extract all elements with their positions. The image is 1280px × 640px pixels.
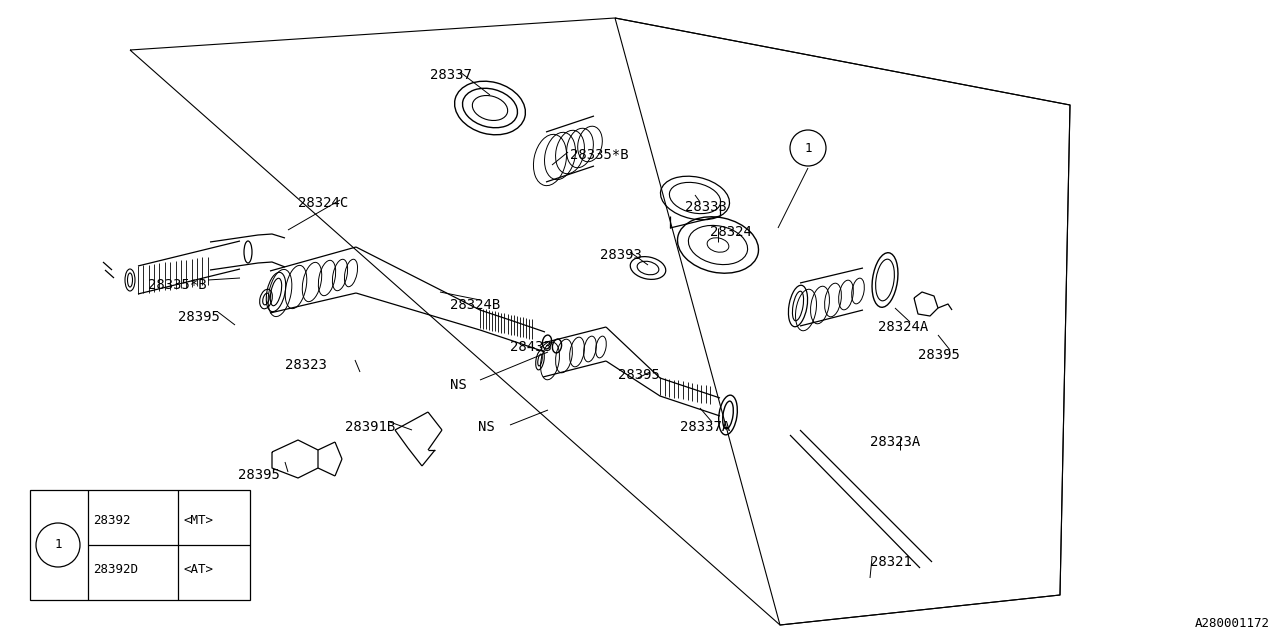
Text: 28392: 28392 <box>93 515 131 527</box>
Text: 28323: 28323 <box>285 358 326 372</box>
Text: 28333: 28333 <box>685 200 727 214</box>
Text: 28395: 28395 <box>238 468 280 482</box>
Text: 28321: 28321 <box>870 555 911 569</box>
Text: A280001172: A280001172 <box>1196 617 1270 630</box>
Text: 28337: 28337 <box>430 68 472 82</box>
Text: NS: NS <box>477 420 495 434</box>
Text: 28335*B: 28335*B <box>148 278 206 292</box>
Text: 28395: 28395 <box>178 310 220 324</box>
Text: 28433: 28433 <box>509 340 552 354</box>
Text: NS: NS <box>451 378 467 392</box>
Text: 28324A: 28324A <box>878 320 928 334</box>
Text: 28391B: 28391B <box>346 420 396 434</box>
Text: 28337A: 28337A <box>680 420 731 434</box>
Text: <MT>: <MT> <box>183 515 212 527</box>
Text: 28395: 28395 <box>618 368 660 382</box>
Text: 28393: 28393 <box>600 248 641 262</box>
Text: 28324: 28324 <box>710 225 751 239</box>
Text: 28335*B: 28335*B <box>570 148 628 162</box>
Bar <box>29 490 250 600</box>
Text: 28324B: 28324B <box>451 298 500 312</box>
Text: <AT>: <AT> <box>183 563 212 576</box>
Text: 1: 1 <box>54 538 61 552</box>
Text: 28323A: 28323A <box>870 435 920 449</box>
Text: 28395: 28395 <box>918 348 960 362</box>
Text: 28392D: 28392D <box>93 563 138 576</box>
Text: 28324C: 28324C <box>298 196 348 210</box>
Text: 1: 1 <box>804 141 812 154</box>
